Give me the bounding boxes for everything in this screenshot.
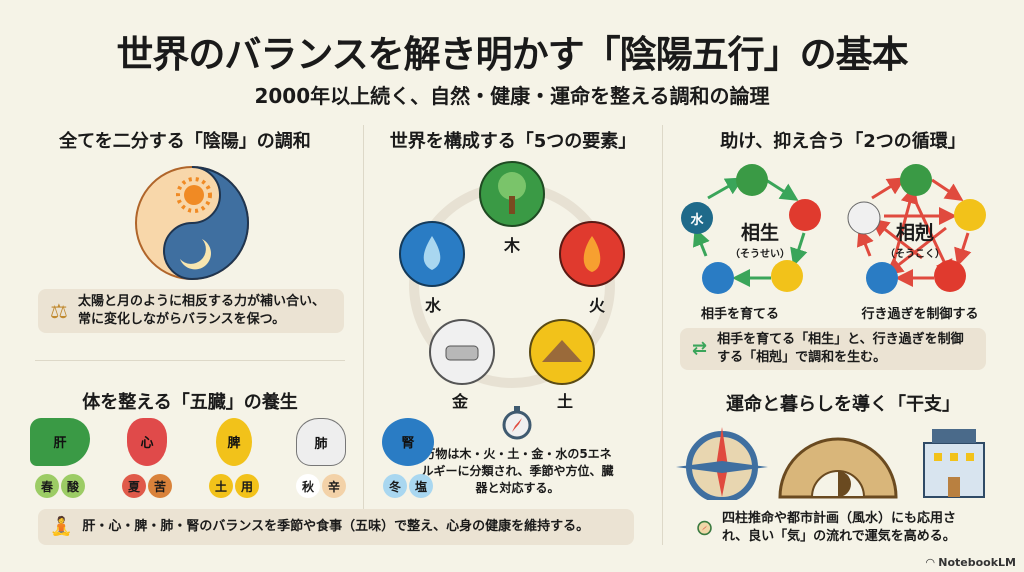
yinyang-note: ⚖ 太陽と月のように相反する力が補い合い、常に変化しながらバランスを保つ。 — [38, 289, 344, 333]
page-subtitle: 2000年以上続く、自然・健康・運命を整える調和の論理 — [254, 84, 770, 108]
sokoku-caption: 行き過ぎを制御する — [861, 307, 979, 322]
page-title: 世界のバランスを解き明かす「陰陽五行」の基本 — [116, 33, 908, 76]
water-kanji: 水 — [690, 213, 704, 228]
organ-heart: 心夏苦 — [117, 418, 177, 498]
divider — [35, 360, 345, 361]
eto-note: 四柱推命や都市計画（風水）にも応用され、良い「気」の流れで運気を高める。 — [685, 508, 985, 548]
eto-illustrations — [676, 427, 985, 500]
sokoku-earth-icon — [954, 199, 986, 231]
organs-heading: 体を整える「五臓」の養生 — [82, 392, 298, 413]
sosei-arrows — [692, 177, 808, 287]
sosei-caption: 相手を育てる — [700, 307, 779, 322]
five-elements-diagram — [399, 161, 625, 388]
organ-kidneys: 腎冬塩 — [378, 418, 438, 498]
organs-note: 🧘 肝・心・脾・肺・腎のバランスを季節や食事（五味）で整え、心身の健康を維持する… — [38, 509, 634, 545]
earth-label: 土 — [556, 392, 573, 411]
sosei-water-icon — [702, 262, 734, 294]
divider — [662, 125, 663, 545]
organ-liver: 肝春酸 — [30, 418, 90, 498]
compass-rose-icon — [676, 427, 768, 500]
moon-icon — [180, 239, 211, 270]
sokoku-arrows — [856, 177, 972, 287]
sosei-wood-icon — [736, 164, 768, 196]
zodiac-wheel-icon — [778, 437, 898, 499]
water-label: 水 — [424, 296, 441, 315]
organ-list: 肝春酸 心夏苦 脾土用 肺秋辛 腎冬塩 — [30, 418, 438, 498]
eto-heading: 運命と暮らしを導く「干支」 — [726, 394, 960, 415]
compass-icon — [502, 406, 532, 440]
crossing-arrows-icon: ⇄ — [692, 337, 708, 359]
metal-label: 金 — [451, 392, 468, 411]
notebooklm-logo: ◠ NotebookLM — [925, 556, 1016, 569]
scales-icon: ⚖ — [50, 298, 68, 323]
sun-icon — [176, 177, 212, 213]
building-icon — [923, 429, 985, 498]
yinyang-icon — [135, 166, 249, 281]
sokoku-water-icon — [866, 262, 898, 294]
sosei-earth-icon — [771, 260, 803, 292]
fire-label: 火 — [588, 296, 605, 315]
organ-spleen: 脾土用 — [204, 418, 264, 498]
sosei-water-kanji-icon — [681, 202, 713, 234]
yinyang-heading: 全てを二分する「陰陽」の調和 — [59, 131, 311, 152]
organ-lungs: 肺秋辛 — [291, 418, 351, 498]
sokoku-label: 相剋 （そうこく） — [885, 222, 945, 260]
cycles-heading: 助け、抑え合う「2つの循環」 — [720, 131, 966, 152]
cycles-diagram — [681, 164, 986, 294]
sosei-fire-icon — [789, 199, 821, 231]
wood-label: 木 — [503, 236, 520, 255]
cycles-note: ⇄ 相手を育てる「相生」と、行き過ぎを制御する「相剋」で調和を生む。 — [680, 328, 986, 370]
elements-heading: 世界を構成する「5つの要素」 — [389, 131, 637, 152]
divider — [363, 125, 364, 545]
sokoku-fire-icon — [934, 260, 966, 292]
compass-icon — [697, 520, 712, 536]
meditation-icon: 🧘 — [50, 515, 73, 537]
sosei-label: 相生 （そうせい） — [730, 222, 790, 260]
sokoku-wood-icon — [900, 164, 932, 196]
sokoku-metal-icon — [847, 201, 881, 235]
elements-note: 万物は木・火・土・金・水の5エネルギーに分類され、季節や方位、臓器と対応する。 — [421, 447, 614, 495]
